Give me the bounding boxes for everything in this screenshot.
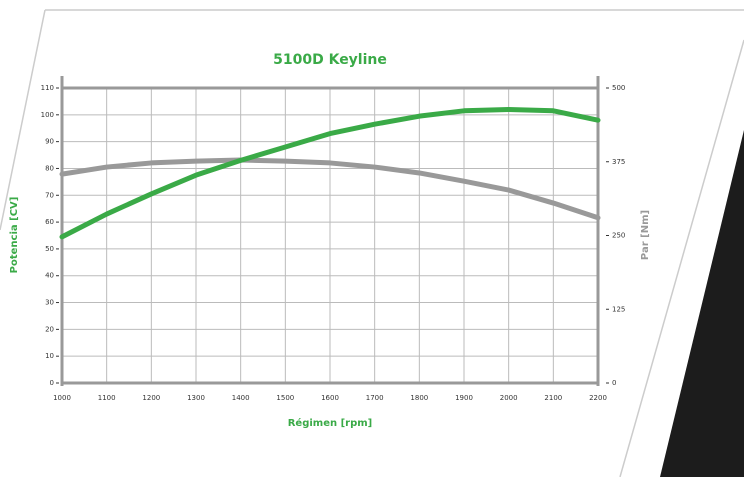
y2-tick-label: 0 — [612, 379, 616, 387]
y-tick-label: 100 — [41, 111, 54, 119]
frame-line — [619, 39, 744, 478]
y-tick-label: 60 — [45, 218, 54, 226]
x-tick-label: 1000 — [53, 394, 71, 402]
x-tick-label: 1200 — [142, 394, 160, 402]
x-tick-label: 1600 — [321, 394, 339, 402]
x-tick-label: 1300 — [187, 394, 205, 402]
x-axis-label: Régimen [rpm] — [288, 417, 373, 429]
data-line — [59, 157, 601, 221]
y2-tick-label: 375 — [612, 158, 625, 166]
background-image — [660, 130, 744, 477]
y-tick-label: 40 — [45, 272, 54, 280]
y2-tick-label: 250 — [612, 232, 625, 240]
x-tick-label: 1400 — [232, 394, 250, 402]
x-tick-label: 2000 — [500, 394, 518, 402]
data-line — [59, 106, 601, 240]
y-tick-label: 20 — [45, 325, 54, 333]
chart-title: 5100D Keyline — [273, 52, 387, 68]
y-tick-label: 0 — [50, 379, 54, 387]
x-tick-label: 1900 — [455, 394, 473, 402]
x-tick-label: 2100 — [544, 394, 562, 402]
y2-tick-label: 125 — [612, 305, 625, 313]
x-tick-label: 1100 — [98, 394, 116, 402]
y-tick-label: 80 — [45, 164, 54, 172]
x-tick-label: 1700 — [366, 394, 384, 402]
x-tick-label: 1500 — [276, 394, 294, 402]
frame-line — [0, 9, 46, 231]
y-tick-label: 50 — [45, 245, 54, 253]
y-tick-label: 90 — [45, 138, 54, 146]
y-tick-label: 10 — [45, 352, 54, 360]
y2-axis-label: Par [Nm] — [640, 210, 651, 260]
y-tick-label: 110 — [41, 84, 54, 92]
y-tick-label: 30 — [45, 299, 54, 307]
x-tick-label: 1800 — [410, 394, 428, 402]
y-axis-label: Potencia [CV] — [9, 197, 20, 274]
y2-tick-label: 500 — [612, 84, 625, 92]
x-tick-label: 2200 — [589, 394, 607, 402]
y-tick-label: 70 — [45, 191, 54, 199]
